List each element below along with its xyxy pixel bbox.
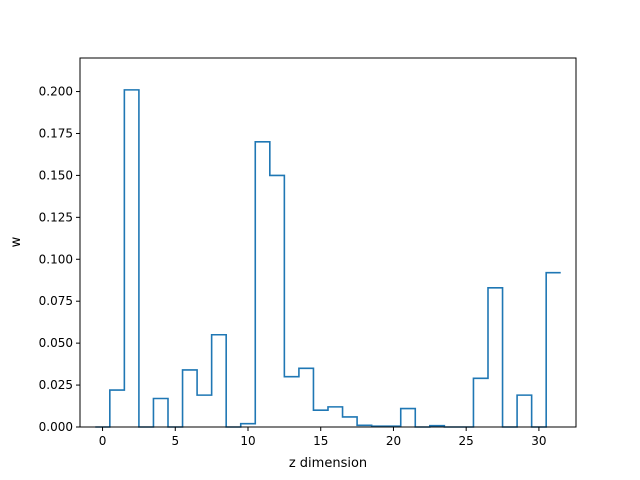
x-tick-label: 30 — [531, 434, 546, 448]
x-axis: 0 5 10 15 20 25 30 — [99, 427, 547, 448]
x-tick-label: 15 — [313, 434, 328, 448]
x-tick-label: 5 — [171, 434, 179, 448]
y-tick-label: 0.000 — [39, 420, 73, 434]
y-tick-label: 0.025 — [39, 378, 73, 392]
y-tick-label: 0.100 — [39, 252, 73, 266]
plot-frame — [79, 57, 577, 428]
y-tick-label: 0.075 — [39, 294, 73, 308]
y-tick-label: 0.175 — [39, 126, 73, 140]
x-tick-label: 0 — [99, 434, 107, 448]
y-tick-label: 0.150 — [39, 168, 73, 182]
x-tick-label: 20 — [386, 434, 401, 448]
y-tick-label: 0.200 — [39, 85, 73, 99]
x-tick-label: 25 — [459, 434, 474, 448]
x-tick-label: 10 — [240, 434, 255, 448]
x-axis-label: z dimension — [289, 456, 367, 471]
y-axis-label: w — [9, 236, 24, 247]
y-tick-label: 0.050 — [39, 336, 73, 350]
y-tick-label: 0.125 — [39, 210, 73, 224]
y-axis: 0.000 0.025 0.050 0.075 0.100 0.125 0.150 0.175… — [39, 85, 80, 434]
